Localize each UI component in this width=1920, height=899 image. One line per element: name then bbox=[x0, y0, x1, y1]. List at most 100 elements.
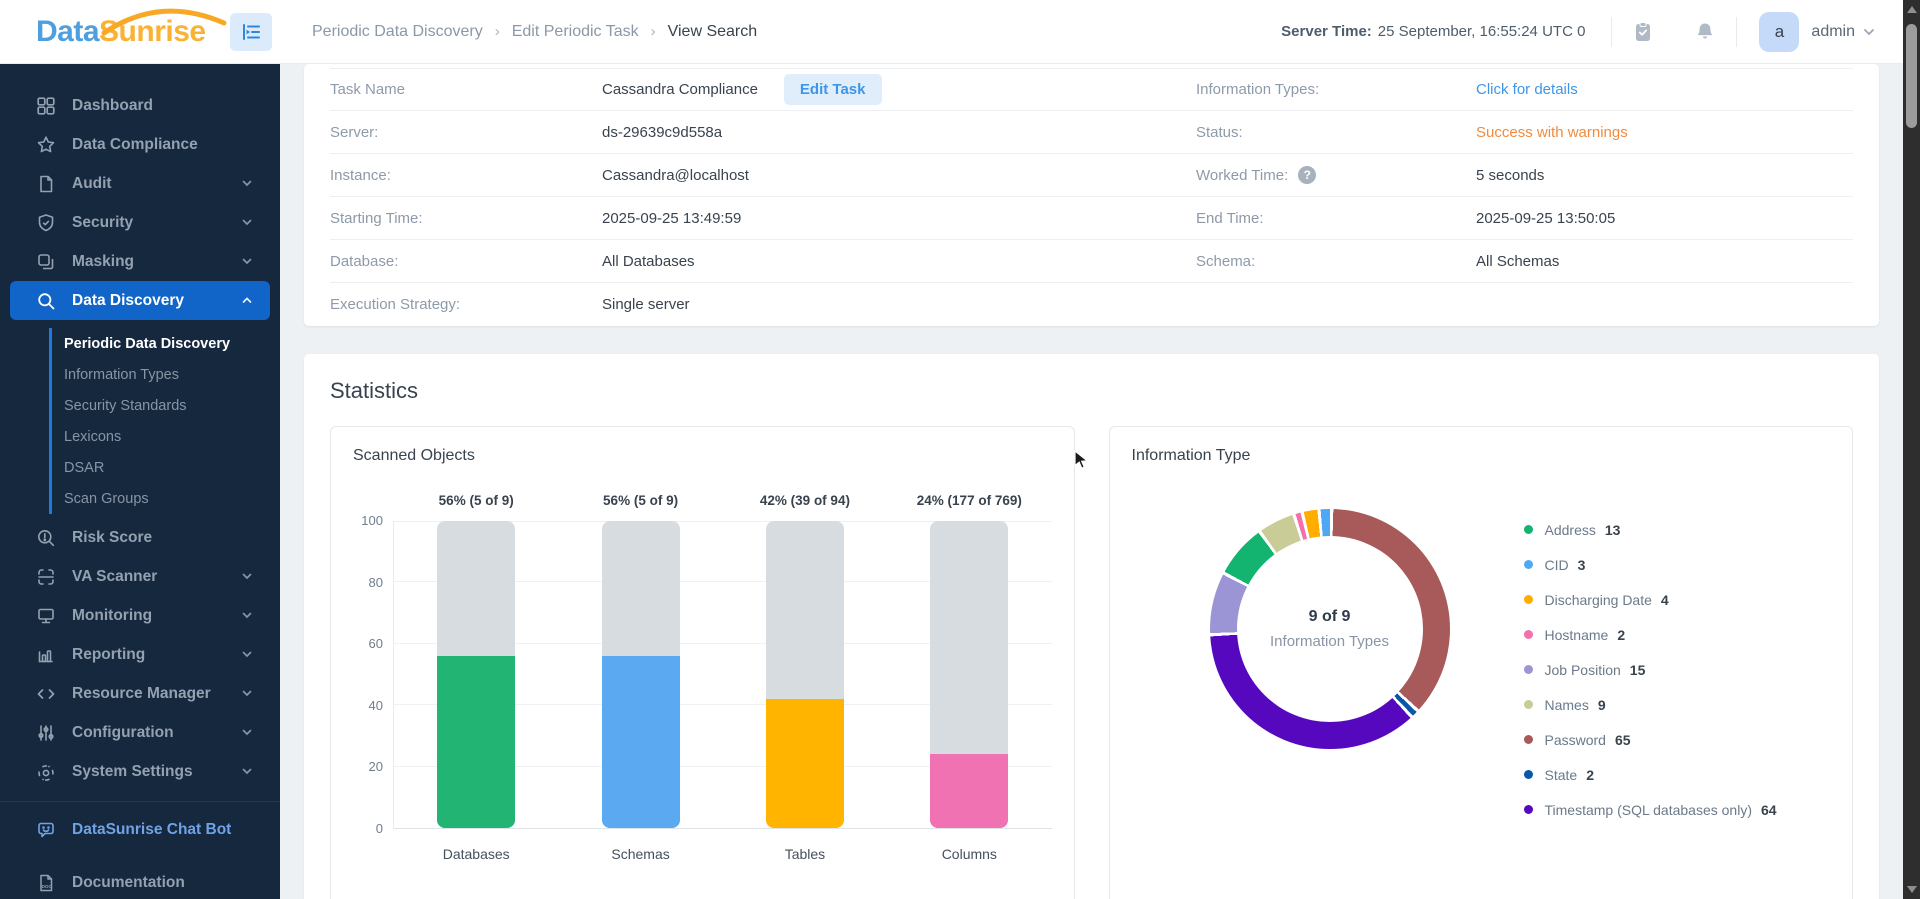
clipboard-check-icon bbox=[1633, 21, 1653, 43]
bar-value-label: 42% (39 of 94) bbox=[723, 493, 887, 508]
chevron-down-icon bbox=[242, 573, 252, 580]
sidebar-item-data-discovery[interactable]: Data Discovery bbox=[10, 281, 270, 320]
bar-tables[interactable]: 42% (39 of 94) Tables bbox=[723, 521, 887, 828]
y-axis: 0 20 40 60 80 100 bbox=[353, 521, 393, 829]
chat-bot-icon bbox=[36, 820, 56, 840]
donut-center-label: Information Types bbox=[1270, 633, 1389, 650]
sidebar-item-resource-manager[interactable]: Resource Manager bbox=[10, 674, 270, 713]
sidebar-item-dashboard[interactable]: Dashboard bbox=[10, 86, 270, 125]
scrollbar-thumb[interactable] bbox=[1906, 24, 1917, 128]
bar-value-label: 24% (177 of 769) bbox=[887, 493, 1051, 508]
plot-area: 56% (5 of 9) Databases 56% (5 of 9) Sche… bbox=[393, 521, 1052, 829]
information-type-donut[interactable]: 9 of 9 Information Types bbox=[1210, 509, 1450, 749]
datasunrise-app: DataSunrise Periodic Data Discovery › Ed… bbox=[0, 0, 1920, 899]
sidebar-item-lexicons[interactable]: Lexicons bbox=[52, 421, 280, 452]
datasunrise-logo[interactable]: DataSunrise bbox=[36, 15, 236, 49]
sidebar-item-chatbot[interactable]: DataSunrise Chat Bot bbox=[10, 810, 270, 849]
sidebar-item-configuration[interactable]: Configuration bbox=[10, 713, 270, 752]
detail-row-server: Server: ds-29639c9d558a Status: Success … bbox=[330, 111, 1853, 154]
detail-row-execution-strategy: Execution Strategy: Single server bbox=[330, 283, 1853, 326]
chevron-down-icon bbox=[242, 729, 252, 736]
starting-time-value: 2025-09-25 13:49:59 bbox=[602, 210, 741, 227]
sidebar-item-documentation[interactable]: DOC Documentation bbox=[10, 863, 270, 899]
user-avatar[interactable]: a bbox=[1759, 12, 1799, 52]
gear-icon bbox=[36, 762, 56, 782]
chevron-down-icon bbox=[242, 768, 252, 775]
sidebar-item-security-standards[interactable]: Security Standards bbox=[52, 390, 280, 421]
information-type-panel: Information Type 9 of 9 Information Type… bbox=[1109, 426, 1854, 899]
sidebar-item-reporting[interactable]: Reporting bbox=[10, 635, 270, 674]
server-time-label: Server Time: bbox=[1281, 23, 1372, 40]
scroll-down-arrow[interactable] bbox=[1907, 886, 1917, 893]
sidebar-collapse-button[interactable] bbox=[230, 13, 272, 51]
bar-columns[interactable]: 24% (177 of 769) Columns bbox=[887, 521, 1051, 828]
legend-item-state[interactable]: State2 bbox=[1524, 757, 1777, 792]
task-name-label: Task Name bbox=[330, 81, 602, 98]
svg-text:DOC: DOC bbox=[42, 884, 53, 889]
database-label: Database: bbox=[330, 253, 602, 270]
scroll-up-arrow[interactable] bbox=[1907, 6, 1917, 13]
collapse-menu-icon bbox=[240, 21, 262, 43]
bar-track bbox=[437, 521, 515, 828]
dashboard-grid-icon bbox=[36, 96, 56, 116]
task-name-value: Cassandra Compliance bbox=[602, 81, 758, 98]
vertical-scrollbar[interactable] bbox=[1903, 0, 1920, 899]
legend-item-hostname[interactable]: Hostname2 bbox=[1524, 617, 1777, 652]
sidebar-item-data-compliance[interactable]: Data Compliance bbox=[10, 125, 270, 164]
legend-dot bbox=[1524, 560, 1533, 569]
help-icon[interactable]: ? bbox=[1298, 166, 1316, 184]
masking-layers-icon bbox=[36, 252, 56, 272]
legend-dot bbox=[1524, 595, 1533, 604]
sidebar-item-audit[interactable]: Audit bbox=[10, 164, 270, 203]
sidebar-item-masking[interactable]: Masking bbox=[10, 242, 270, 281]
sidebar-item-periodic-data-discovery[interactable]: Periodic Data Discovery bbox=[52, 328, 280, 359]
server-label: Server: bbox=[330, 124, 602, 141]
bar-track bbox=[930, 521, 1008, 828]
notifications-bell-button[interactable] bbox=[1674, 12, 1736, 52]
user-menu[interactable]: admin bbox=[1811, 23, 1855, 41]
bar-fill-databases bbox=[437, 656, 515, 828]
sidebar-item-va-scanner[interactable]: VA Scanner bbox=[10, 557, 270, 596]
logo-text-sunrise: Sunrise bbox=[99, 15, 206, 48]
sidebar-item-scan-groups[interactable]: Scan Groups bbox=[52, 483, 280, 514]
sidebar-item-monitoring[interactable]: Monitoring bbox=[10, 596, 270, 635]
legend-item-discharging-date[interactable]: Discharging Date4 bbox=[1524, 582, 1777, 617]
schema-label: Schema: bbox=[1196, 253, 1476, 270]
breadcrumb-periodic-data-discovery[interactable]: Periodic Data Discovery bbox=[312, 23, 483, 41]
sidebar-item-security[interactable]: Security bbox=[10, 203, 270, 242]
scanned-objects-title: Scanned Objects bbox=[353, 447, 1052, 465]
end-time-value: 2025-09-25 13:50:05 bbox=[1476, 210, 1615, 227]
tasks-clipboard-button[interactable] bbox=[1612, 12, 1674, 52]
logo-text-data: Data bbox=[36, 15, 99, 48]
bell-icon bbox=[1695, 21, 1715, 43]
donut-legend: Address13 CID3 Discharging Date4 Hostnam… bbox=[1524, 512, 1777, 827]
donut-center: 9 of 9 Information Types bbox=[1237, 536, 1423, 722]
legend-item-timestamp[interactable]: Timestamp (SQL databases only)64 bbox=[1524, 792, 1777, 827]
legend-item-cid[interactable]: CID3 bbox=[1524, 547, 1777, 582]
breadcrumb-edit-periodic-task[interactable]: Edit Periodic Task bbox=[512, 23, 639, 41]
legend-item-job-position[interactable]: Job Position15 bbox=[1524, 652, 1777, 687]
monitor-icon bbox=[36, 606, 56, 626]
sidebar-item-risk-score[interactable]: Risk Score bbox=[10, 518, 270, 557]
header-divider bbox=[1736, 17, 1737, 47]
bar-schemas[interactable]: 56% (5 of 9) Schemas bbox=[558, 521, 722, 828]
legend-item-names[interactable]: Names9 bbox=[1524, 687, 1777, 722]
bar-databases[interactable]: 56% (5 of 9) Databases bbox=[394, 521, 558, 828]
chevron-down-icon bbox=[242, 180, 252, 187]
legend-item-address[interactable]: Address13 bbox=[1524, 512, 1777, 547]
statistics-card: Statistics Scanned Objects 0 20 40 60 80… bbox=[304, 354, 1879, 899]
database-value: All Databases bbox=[602, 253, 695, 270]
scanned-objects-panel: Scanned Objects 0 20 40 60 80 100 bbox=[330, 426, 1075, 899]
chevron-down-icon[interactable] bbox=[1863, 28, 1875, 36]
edit-task-button[interactable]: Edit Task bbox=[784, 74, 882, 105]
legend-dot bbox=[1524, 630, 1533, 639]
click-for-details-link[interactable]: Click for details bbox=[1476, 81, 1578, 98]
legend-item-password[interactable]: Password65 bbox=[1524, 722, 1777, 757]
legend-dot bbox=[1524, 665, 1533, 674]
information-types-label: Information Types: bbox=[1196, 81, 1476, 98]
sidebar-item-system-settings[interactable]: System Settings bbox=[10, 752, 270, 791]
sidebar-item-dsar[interactable]: DSAR bbox=[52, 452, 280, 483]
sidebar-item-information-types[interactable]: Information Types bbox=[52, 359, 280, 390]
bar-category-label: Schemas bbox=[558, 846, 722, 862]
chevron-down-icon bbox=[242, 690, 252, 697]
